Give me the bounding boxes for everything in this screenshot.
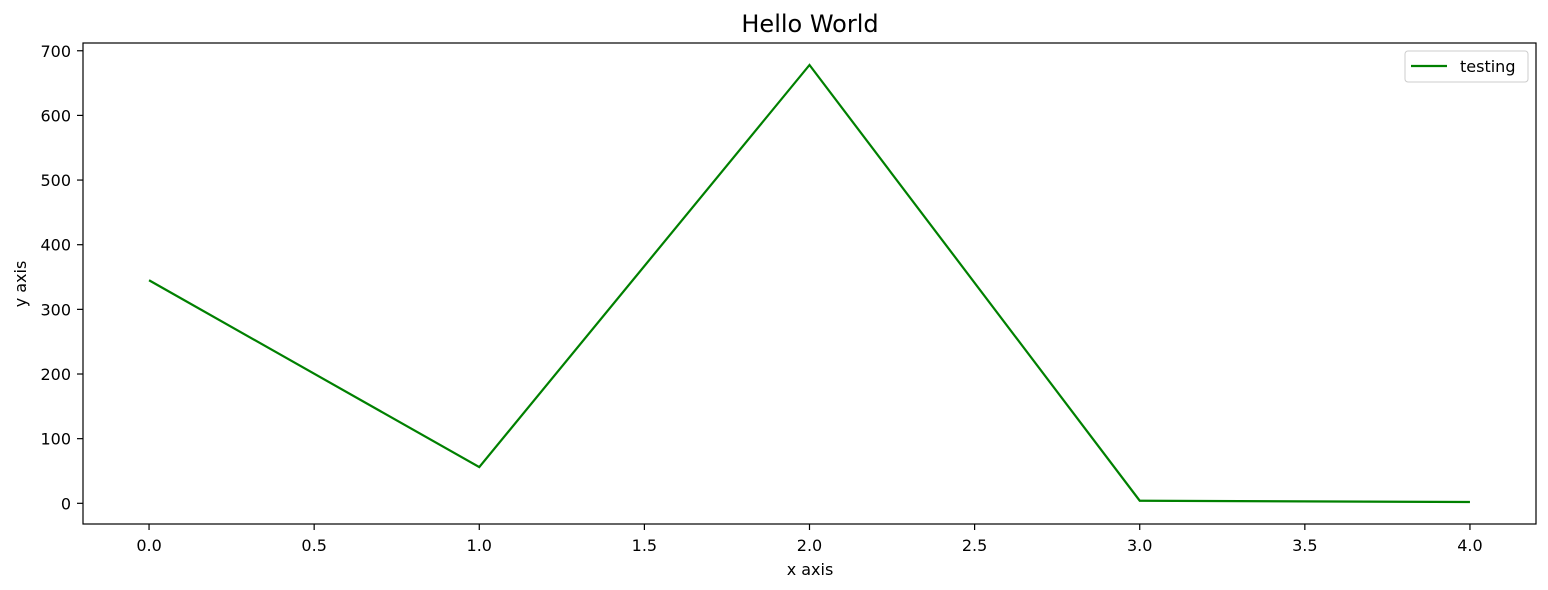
series-line-testing	[148, 63, 1470, 504]
plot-frame	[82, 42, 1537, 525]
y-tick-label: 700	[40, 42, 71, 61]
x-axis-label: x axis	[787, 560, 834, 579]
x-tick-label: 2.0	[797, 536, 822, 555]
legend: testing	[1404, 50, 1529, 83]
x-tick-label: 0.5	[301, 536, 326, 555]
x-tick-label: 0.0	[136, 536, 161, 555]
legend-label-testing: testing	[1460, 57, 1515, 76]
y-tick-label: 300	[40, 300, 71, 319]
y-tick-label: 100	[40, 430, 71, 449]
series-layer	[148, 63, 1470, 504]
y-tick-label: 200	[40, 365, 71, 384]
x-tick-label: 4.0	[1457, 536, 1482, 555]
x-tick-label: 1.5	[632, 536, 657, 555]
y-tick-label: 600	[40, 106, 71, 125]
plot-area	[82, 42, 1537, 525]
x-tick-label: 2.5	[962, 536, 987, 555]
legend-frame	[1404, 50, 1529, 83]
x-tick-label: 1.0	[467, 536, 492, 555]
y-tick-label: 400	[40, 236, 71, 255]
x-axis-ticks: 0.0 0.5 1.0 1.5 2.0 2.5 3.0 3.5 4.0	[136, 524, 1483, 555]
y-axis-ticks: 0 100 200 300 400 500 600 700	[40, 42, 83, 513]
y-tick-label: 0	[61, 494, 71, 513]
chart-title: Hello World	[741, 10, 878, 38]
y-tick-label: 500	[40, 171, 71, 190]
x-tick-label: 3.5	[1292, 536, 1317, 555]
y-axis-label: y axis	[11, 261, 30, 308]
x-tick-label: 3.0	[1127, 536, 1152, 555]
